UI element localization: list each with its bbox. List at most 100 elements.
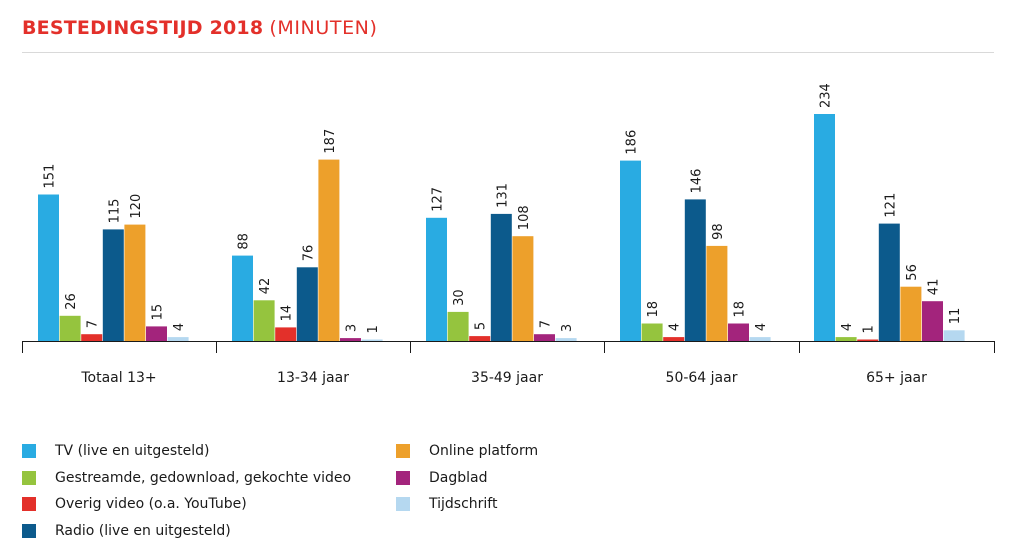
legend-swatch [396,497,410,511]
bar [38,194,59,341]
data-label: 187 [323,129,338,154]
legend-swatch [22,471,36,485]
data-label: 7 [86,320,101,328]
bar [749,337,771,341]
bar [878,223,900,341]
bar [59,315,81,341]
data-label: 120 [129,194,144,219]
bar [814,114,835,341]
chart-title-main: BESTEDINGSTIJD 2018 [22,17,264,39]
legend-swatch [22,524,36,538]
legend-label: TV (live en uitgesteld) [55,443,210,459]
data-label: 186 [625,130,640,155]
data-label: 131 [495,183,510,208]
bar [663,337,685,341]
bar [296,267,318,341]
chart-title: BESTEDINGSTIJD 2018 (MINUTEN) [22,16,378,40]
x-tick-label: 13-34 jaar [277,370,349,386]
data-label: 3 [345,324,360,332]
data-label: 26 [64,293,79,310]
data-label: 18 [646,301,661,318]
bar [835,337,857,341]
legend-item: Overig video (o.a. YouTube) [22,496,247,512]
bar [641,323,663,341]
legend-label: Tijdschrift [429,496,498,512]
data-label: 234 [819,83,834,108]
x-tick-label: 50-64 jaar [666,370,738,386]
x-tick-label: Totaal 13+ [80,370,156,386]
bar [146,326,167,341]
legend-label: Dagblad [429,470,488,486]
legend-label: Online platform [429,443,539,459]
bar [124,224,146,341]
bar [232,255,253,341]
data-label: 146 [689,169,704,194]
bar [900,286,922,341]
data-label: 56 [905,264,920,281]
data-label: 7 [539,320,554,328]
bar [922,301,943,341]
bar [361,339,383,341]
data-label: 15 [151,304,166,321]
bar [275,327,297,341]
bar [857,339,879,341]
bar [81,334,103,341]
bar [102,229,124,341]
data-label: 76 [301,245,316,262]
bar [555,338,577,341]
legend-label: Radio (live en uitgesteld) [55,523,231,539]
data-label: 30 [452,289,467,306]
bar [340,338,361,341]
data-label: 151 [43,164,58,189]
bar [167,337,189,341]
bar [728,323,749,341]
data-label: 88 [237,233,252,250]
title-divider [22,52,994,53]
data-label: 1 [862,325,877,333]
bar [490,213,512,341]
bar [706,245,728,341]
data-label: 4 [840,323,855,331]
data-label: 42 [258,278,273,295]
bar [684,199,706,341]
data-label: 5 [474,322,489,330]
chart-title-unit: (MINUTEN) [269,17,378,39]
bar [620,160,641,341]
legend-item: Dagblad [396,470,488,486]
bar [943,330,965,341]
data-label: 127 [431,187,446,212]
legend-swatch [396,444,410,458]
data-label: 108 [517,205,532,230]
legend-swatch [396,471,410,485]
data-label: 121 [883,193,898,218]
data-label: 4 [172,323,187,331]
bar [253,300,275,341]
bar [426,217,447,341]
data-label: 11 [948,308,963,325]
data-label: 18 [733,301,748,318]
bar [512,236,534,341]
legend-item: Online platform [396,443,538,459]
legend-item: Tijdschrift [396,496,497,512]
x-tick-label: 35-49 jaar [471,370,543,386]
x-tick-label: 65+ jaar [866,370,927,386]
legend-item: Radio (live en uitgesteld) [22,523,231,539]
legend-item: TV (live en uitgesteld) [22,443,210,459]
bar [469,336,491,341]
data-label: 4 [754,323,769,331]
legend-label: Gestreamde, gedownload, gekochte video [55,470,352,486]
data-label: 1 [366,325,381,333]
bar [447,311,469,341]
bar [318,159,340,341]
data-label: 14 [280,305,295,322]
data-label: 4 [668,323,683,331]
data-label: 41 [927,279,942,296]
data-label: 115 [107,199,122,224]
legend-item: Gestreamde, gedownload, gekochte video [22,470,351,486]
data-label: 3 [560,324,575,332]
data-label: 98 [711,223,726,240]
legend-label: Overig video (o.a. YouTube) [55,496,247,512]
bar [534,334,555,341]
legend-swatch [22,497,36,511]
